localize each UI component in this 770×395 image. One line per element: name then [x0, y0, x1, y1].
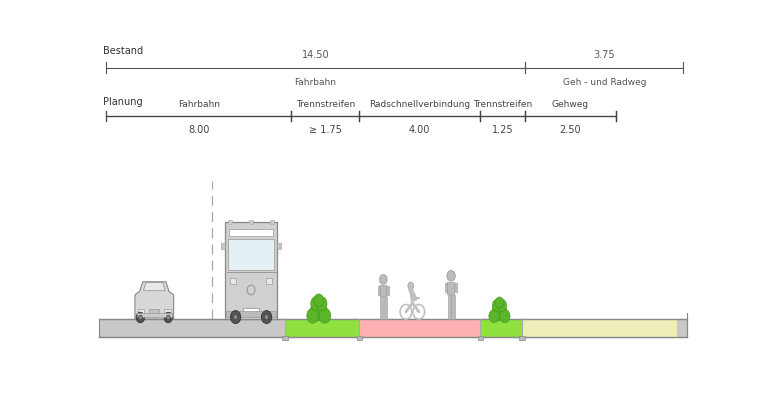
Bar	[226, 312, 276, 317]
Bar	[229, 229, 273, 236]
Circle shape	[164, 312, 172, 323]
Bar	[229, 278, 236, 284]
Polygon shape	[380, 286, 387, 297]
Text: Trennstreifen: Trennstreifen	[296, 100, 355, 109]
Bar	[270, 220, 274, 224]
Polygon shape	[380, 297, 383, 319]
Bar	[277, 243, 281, 249]
Circle shape	[492, 303, 507, 321]
Bar	[283, 336, 287, 340]
Circle shape	[408, 282, 413, 290]
Text: Radschnellverbindung: Radschnellverbindung	[369, 100, 470, 109]
Polygon shape	[451, 295, 454, 319]
Bar	[266, 278, 273, 284]
Circle shape	[310, 297, 322, 310]
Polygon shape	[455, 282, 457, 292]
Bar	[357, 336, 362, 340]
Text: Bestand: Bestand	[102, 45, 142, 56]
Circle shape	[136, 312, 145, 323]
Circle shape	[314, 294, 323, 307]
Circle shape	[306, 308, 319, 323]
Circle shape	[492, 299, 502, 312]
Bar	[164, 309, 171, 314]
Circle shape	[139, 315, 142, 320]
Bar	[522, 319, 677, 337]
Bar	[249, 220, 253, 224]
Circle shape	[316, 297, 327, 310]
Circle shape	[500, 309, 510, 323]
Bar	[520, 336, 524, 340]
Text: Gehweg: Gehweg	[552, 100, 589, 109]
Circle shape	[166, 315, 170, 320]
Text: 4.00: 4.00	[409, 125, 430, 135]
Bar	[221, 243, 226, 249]
Bar	[136, 313, 172, 318]
Bar	[285, 319, 359, 337]
Text: 8.00: 8.00	[188, 125, 209, 135]
Circle shape	[233, 314, 238, 320]
Circle shape	[261, 310, 272, 324]
Circle shape	[310, 300, 327, 321]
Polygon shape	[447, 282, 455, 295]
Bar	[243, 308, 259, 313]
Text: 2.50: 2.50	[560, 125, 581, 135]
Circle shape	[497, 299, 507, 312]
Bar	[228, 220, 233, 224]
Polygon shape	[447, 295, 450, 319]
Polygon shape	[387, 286, 389, 295]
Text: Geh - und Radweg: Geh - und Radweg	[563, 78, 646, 87]
Text: 1.25: 1.25	[492, 125, 514, 135]
Text: Fahrbahn: Fahrbahn	[178, 100, 219, 109]
Bar	[99, 319, 687, 337]
Circle shape	[380, 275, 387, 284]
Polygon shape	[445, 282, 447, 292]
Bar	[228, 239, 274, 271]
Bar	[477, 336, 483, 340]
Circle shape	[447, 271, 455, 281]
Text: ≥ 1.75: ≥ 1.75	[309, 125, 342, 135]
Text: Trennstreifen: Trennstreifen	[473, 100, 532, 109]
Text: 3.75: 3.75	[594, 50, 615, 60]
Circle shape	[230, 310, 241, 324]
Text: Planung: Planung	[102, 98, 142, 107]
Polygon shape	[383, 297, 387, 319]
Polygon shape	[377, 286, 380, 295]
Circle shape	[495, 297, 504, 308]
Bar	[149, 309, 159, 314]
Circle shape	[319, 308, 331, 323]
Circle shape	[264, 314, 269, 320]
Polygon shape	[143, 282, 165, 291]
Circle shape	[489, 309, 500, 323]
Text: 14.50: 14.50	[302, 50, 330, 60]
Polygon shape	[135, 282, 174, 319]
Bar	[226, 222, 277, 319]
Bar	[138, 309, 145, 314]
Bar	[359, 319, 480, 337]
Text: Fahrbahn: Fahrbahn	[295, 78, 336, 87]
Bar	[480, 319, 522, 337]
